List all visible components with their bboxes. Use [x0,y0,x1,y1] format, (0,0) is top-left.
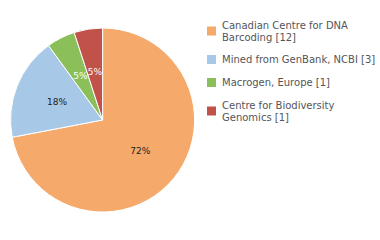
svg-text:Barcoding [12]: Barcoding [12] [222,32,296,43]
svg-text:Genomics [1]: Genomics [1] [222,112,289,123]
svg-text:72%: 72% [130,146,150,156]
svg-text:Canadian Centre for DNA: Canadian Centre for DNA [222,20,348,31]
svg-text:Mined from GenBank, NCBI [3]: Mined from GenBank, NCBI [3] [222,54,375,65]
svg-text:18%: 18% [47,97,67,107]
svg-text:Macrogen, Europe [1]: Macrogen, Europe [1] [222,77,330,88]
svg-text:5%: 5% [88,67,103,77]
svg-text:5%: 5% [73,71,88,81]
svg-text:Centre for Biodiversity: Centre for Biodiversity [222,100,335,111]
